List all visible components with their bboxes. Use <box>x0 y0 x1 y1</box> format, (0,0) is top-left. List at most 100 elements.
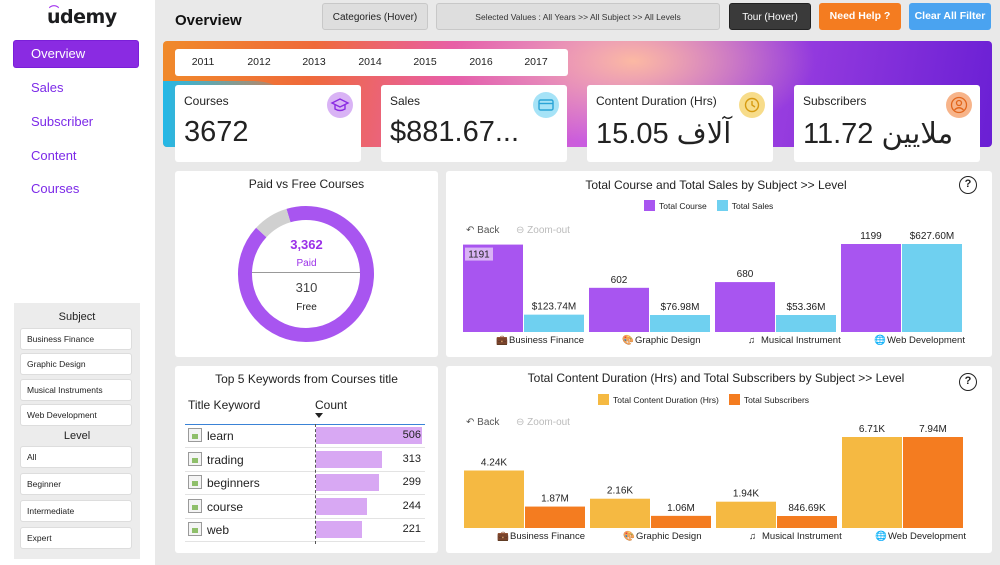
bar-total-subscribers-2[interactable] <box>777 516 837 528</box>
palette-icon: 🎨 <box>623 530 635 542</box>
bar-total-sales-0[interactable] <box>524 314 584 332</box>
legend-swatch-duration <box>598 394 609 405</box>
bar-total-subscribers-3[interactable] <box>903 437 963 528</box>
bar-total-course-1[interactable] <box>589 287 649 332</box>
legend-swatch-subscribers <box>728 394 740 405</box>
data-label: 1199 <box>860 231 882 242</box>
bar-total-sales-1[interactable] <box>650 315 710 332</box>
legend-total-subscribers: Total Subscribers <box>743 394 810 405</box>
year-2014[interactable]: 2014 <box>358 56 382 68</box>
subject-option-musical-instruments[interactable]: Musical Instruments <box>21 380 131 400</box>
nav-courses[interactable]: Courses <box>31 181 80 196</box>
bar-total-sales-3[interactable] <box>902 244 962 332</box>
data-label: 1.94K <box>733 489 759 500</box>
back-button[interactable]: ↶ Back <box>466 417 500 428</box>
kpi-label: Subscribers <box>803 94 867 108</box>
kpi-label: Courses <box>184 94 229 108</box>
data-label: 7.94M <box>919 424 947 435</box>
clear-filter-button[interactable]: Clear All Filter <box>909 3 991 30</box>
subject-option-web-development[interactable]: Web Development <box>21 405 131 425</box>
zoom-out-label: Zoom-out <box>527 225 570 236</box>
keyword-row[interactable]: course 244 <box>185 496 425 519</box>
keywords-panel: Top 5 Keywords from Courses title Title … <box>175 366 438 553</box>
level-option-expert[interactable]: Expert <box>21 528 131 548</box>
bar-total-course-2[interactable] <box>715 282 775 332</box>
image-placeholder-icon <box>188 522 202 536</box>
help-question-icon[interactable]: ? <box>959 176 977 194</box>
donut-slice-free[interactable] <box>256 208 291 238</box>
paid-free-donut <box>238 206 374 342</box>
bar-total-sales-2[interactable] <box>776 315 836 332</box>
subject-option-business-finance[interactable]: Business Finance <box>21 329 131 349</box>
sales-chart-legend: Total Course Total Sales <box>644 200 773 211</box>
nav-overview[interactable]: Overview <box>14 41 138 67</box>
category-label: Business Finance <box>509 335 584 346</box>
data-label: 1.06M <box>667 503 695 514</box>
keyword-text: beginners <box>207 476 260 490</box>
legend-total-sales: Total Sales <box>731 200 774 211</box>
tour-button[interactable]: Tour (Hover) <box>729 3 811 30</box>
globe-icon: 🌐 <box>875 530 887 542</box>
bar-total-content-duration-hrs--0[interactable] <box>464 470 524 528</box>
keyword-count-bar <box>316 450 382 468</box>
duration-chart-legend: Total Content Duration (Hrs) Total Subsc… <box>598 394 809 405</box>
selected-values-display: Selected Values : All Years >> All Subje… <box>436 3 720 30</box>
year-2012[interactable]: 2012 <box>247 56 271 68</box>
nav-sales[interactable]: Sales <box>31 80 64 95</box>
data-label: $627.60M <box>910 231 954 242</box>
donut-slice-paid[interactable] <box>238 206 374 342</box>
keyword-row[interactable]: beginners 299 <box>185 472 425 495</box>
level-option-all[interactable]: All <box>21 447 131 467</box>
free-label: Free <box>296 302 317 313</box>
year-2016[interactable]: 2016 <box>469 56 493 68</box>
data-label: 602 <box>611 275 628 286</box>
bar-total-content-duration-hrs--2[interactable] <box>716 501 776 528</box>
nav-subscriber[interactable]: Subscriber <box>31 114 94 129</box>
level-option-intermediate[interactable]: Intermediate <box>21 501 131 521</box>
bar-total-content-duration-hrs--1[interactable] <box>590 498 650 528</box>
year-2017[interactable]: 2017 <box>524 56 548 68</box>
zoom-out-button[interactable]: ⊖ Zoom-out <box>516 225 570 236</box>
nav-content[interactable]: Content <box>31 148 77 163</box>
keyword-row[interactable]: trading 313 <box>185 449 425 472</box>
zoom-out-button[interactable]: ⊖ Zoom-out <box>516 417 570 428</box>
subject-option-graphic-design[interactable]: Graphic Design <box>21 354 131 374</box>
categories-button[interactable]: Categories (Hover) <box>322 3 428 30</box>
bar-total-content-duration-hrs--3[interactable] <box>842 437 902 528</box>
column-divider <box>315 424 316 544</box>
year-2015[interactable]: 2015 <box>413 56 437 68</box>
back-button[interactable]: ↶ Back <box>466 225 500 236</box>
duration-chart-plot: 4.24K 1.87M 💼 Business Finance 2.16K 1.06M 🎨 Gr… <box>464 424 966 542</box>
briefcase-icon: 💼 <box>497 531 509 542</box>
category-label: Web Development <box>888 531 966 542</box>
legend-swatch-sales <box>716 200 728 211</box>
back-label: Back <box>477 417 500 428</box>
sort-descending-icon[interactable] <box>315 413 323 418</box>
year-2013[interactable]: 2013 <box>302 56 326 68</box>
paid-free-panel: Paid vs Free Courses 3,362 Paid 310 Free <box>175 171 438 357</box>
data-label-highlight <box>465 247 493 261</box>
level-option-beginner[interactable]: Beginner <box>21 474 131 494</box>
data-label: 846.69K <box>788 503 826 514</box>
kpi-label: Content Duration (Hrs) <box>596 94 717 108</box>
year-2011[interactable]: 2011 <box>191 56 215 68</box>
image-placeholder-icon <box>188 498 202 513</box>
category-label: Graphic Design <box>636 531 701 542</box>
keyword-count: 244 <box>402 499 421 512</box>
filter-panel: Subject Business Finance Graphic Design … <box>14 303 140 559</box>
category-label: Graphic Design <box>635 335 700 346</box>
udemy-logo[interactable]: ⌒ udemy <box>47 6 117 28</box>
bar-total-course-3[interactable] <box>841 244 901 332</box>
kpi-subscribers: Subscribers 11.72 ملايين <box>794 85 980 162</box>
category-label: Musical Instrument <box>762 531 842 542</box>
bar-total-subscribers-0[interactable] <box>525 506 585 528</box>
keyword-row[interactable]: web 221 <box>185 519 425 542</box>
level-slicer-title: Level <box>63 430 91 442</box>
paid-value: 3,362 <box>290 237 323 252</box>
help-question-icon[interactable]: ? <box>959 373 977 391</box>
help-button[interactable]: Need Help ? <box>819 3 901 30</box>
column-header-keyword[interactable]: Title Keyword <box>188 398 261 412</box>
keyword-row[interactable]: learn 506 <box>185 425 425 448</box>
column-header-count[interactable]: Count <box>315 398 348 412</box>
bar-total-subscribers-1[interactable] <box>651 515 711 528</box>
